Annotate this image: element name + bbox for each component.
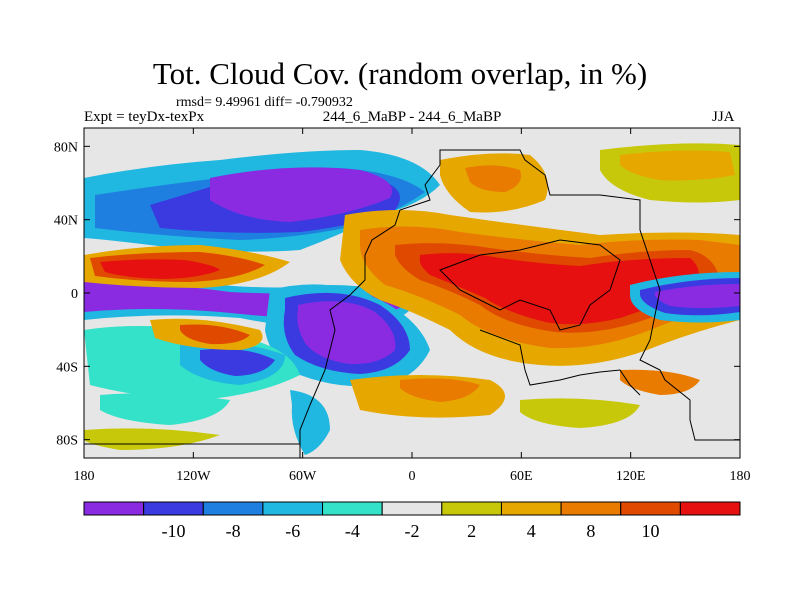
lon-tick-label: 120E	[616, 469, 646, 484]
lon-tick-label: 60E	[510, 469, 533, 484]
colorbar-label: -8	[226, 521, 241, 541]
stats-line: rmsd= 9.49961 diff= -0.790932	[176, 95, 353, 110]
colorbar-label: 4	[527, 521, 536, 541]
colorbar-swatch	[262, 501, 324, 516]
colorbar-label: 10	[642, 521, 660, 541]
colorbar-swatch	[441, 501, 502, 516]
experiment-label: Expt = teyDx-texPx	[84, 109, 205, 125]
period-label: 244_6_MaBP - 244_6_MaBP	[322, 109, 502, 125]
colorbar-swatch	[381, 501, 443, 516]
colorbar-swatch	[500, 501, 562, 516]
lat-tick-label: 80S	[56, 434, 78, 449]
colorbar-swatch	[143, 501, 204, 516]
colorbar-swatch	[620, 501, 681, 516]
colorbar-label: -10	[161, 521, 185, 541]
colorbar-swatch	[83, 501, 145, 516]
colorbar-swatch	[560, 501, 622, 516]
lat-tick-label: 80N	[54, 140, 78, 155]
figure-title: Tot. Cloud Cov. (random overlap, in %)	[152, 56, 648, 91]
lon-tick-label: 180	[730, 469, 751, 484]
season-label: JJA	[712, 109, 735, 125]
colorbar-label: -2	[405, 521, 420, 541]
colorbar-label: -6	[285, 521, 300, 541]
lon-tick-label: 120W	[176, 469, 211, 484]
colorbar-swatch	[679, 501, 741, 516]
longitude-axis: 180 120W 60W 0 60E 120E 180	[74, 128, 751, 484]
lat-tick-label: 40S	[56, 360, 78, 375]
lon-tick-label: 60W	[289, 469, 317, 484]
colorbar-label: 8	[586, 521, 595, 541]
colorbar-label: 2	[467, 521, 476, 541]
lat-tick-label: 40N	[54, 214, 78, 229]
latitude-axis: 80N 40N 0 40S 80S	[54, 140, 740, 449]
lon-tick-label: 0	[409, 469, 416, 484]
colorbar: -10 -8 -6 -4 -2 2 4 8 10	[83, 501, 741, 541]
colorbar-swatch	[202, 501, 264, 516]
colorbar-label: -4	[345, 521, 360, 541]
lon-tick-label: 180	[74, 469, 95, 484]
lat-tick-label: 0	[71, 287, 78, 302]
contour-field	[84, 128, 740, 458]
colorbar-swatch	[322, 501, 383, 516]
